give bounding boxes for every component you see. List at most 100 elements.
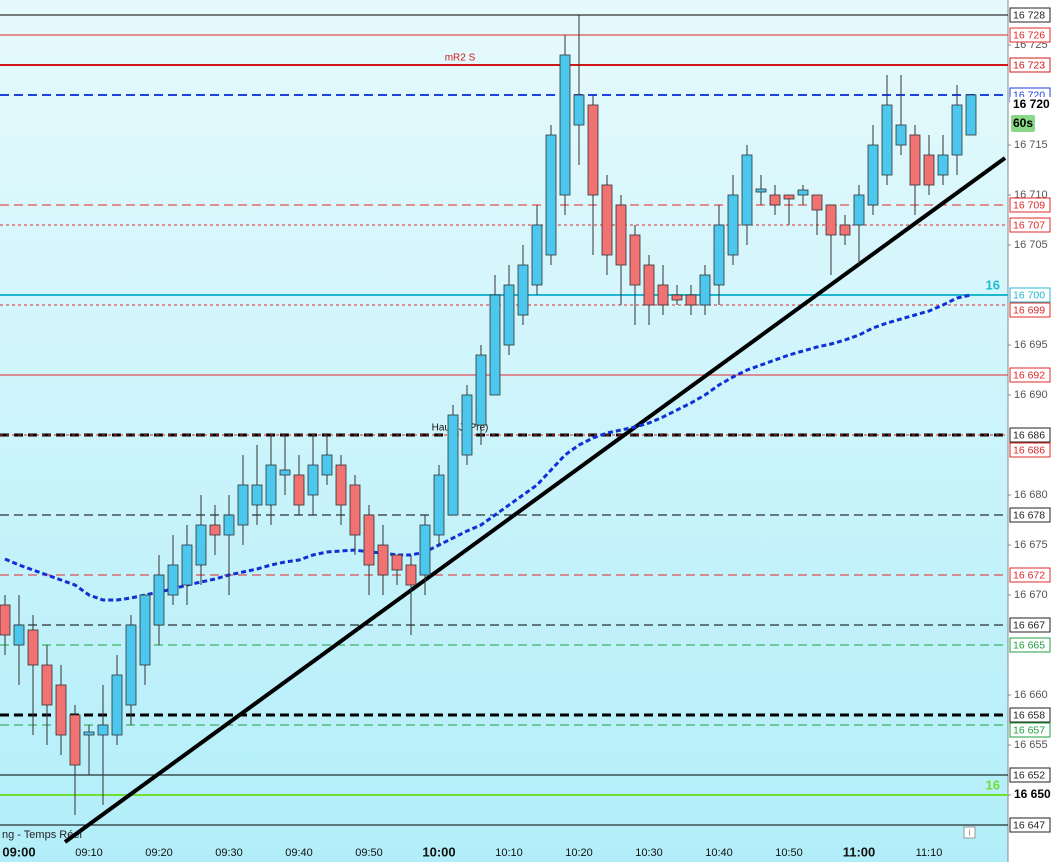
candle-body — [657, 284, 669, 306]
candle-body — [503, 284, 515, 346]
level-label-box — [1009, 707, 1051, 723]
candle-body — [307, 464, 319, 496]
level-label: 16 699 — [1013, 304, 1045, 316]
candle-body — [461, 394, 473, 456]
level-label-box — [1009, 57, 1051, 73]
level-label: 16 707 — [1013, 219, 1045, 231]
x-tick-label: 10:40 — [705, 847, 733, 859]
candle-body — [181, 544, 193, 586]
candle-body — [699, 274, 711, 306]
candle-body — [923, 154, 935, 186]
candle-body — [13, 624, 25, 646]
candle-body — [587, 104, 599, 196]
level-label-box — [1009, 197, 1051, 213]
y-tick-label: 16 650 — [1014, 787, 1051, 801]
x-tick-label: 09:50 — [355, 847, 383, 859]
candle-body — [447, 414, 459, 516]
info-icon[interactable] — [963, 826, 976, 839]
candle-body — [629, 234, 641, 286]
candle-body — [41, 664, 53, 706]
level-label: 16 686 — [1013, 444, 1045, 456]
timer: 60s — [1013, 116, 1033, 130]
y-tick-label: 16 655 — [1014, 739, 1048, 751]
x-tick-label: 10:50 — [775, 847, 803, 859]
x-tick-label: 10:10 — [495, 847, 523, 859]
level-label-box — [1009, 767, 1051, 783]
candle-body — [167, 564, 179, 596]
level-label: 16 723 — [1013, 59, 1045, 71]
level-label-box — [1009, 567, 1051, 583]
level-label: 16 709 — [1013, 199, 1045, 211]
level-label: 16 678 — [1013, 509, 1045, 521]
y-tick-label: 16 705 — [1014, 239, 1048, 251]
level-label: 16 700 — [1013, 289, 1045, 301]
candle-body — [937, 154, 949, 176]
moving-average — [4, 293, 972, 602]
level-label: 16 658 — [1013, 709, 1045, 721]
y-tick-label: 16 675 — [1014, 539, 1048, 551]
candle-body — [251, 484, 263, 506]
x-tick-label: 11:00 — [843, 844, 876, 859]
candle-body — [111, 674, 123, 736]
level-label-box — [1009, 27, 1051, 43]
level-label-box — [1009, 507, 1051, 523]
x-tick-label: 11:10 — [916, 847, 943, 859]
x-tick-label: 09:40 — [285, 847, 313, 859]
timer-box — [1011, 115, 1035, 132]
y-tick-label: 16 680 — [1014, 489, 1048, 501]
x-tick-label: 09:00 — [2, 844, 35, 859]
candle-body — [601, 184, 613, 256]
level-label-box — [1009, 817, 1051, 833]
x-tick-label: 09:10 — [75, 847, 103, 859]
x-tick-label: 10:00 — [422, 844, 455, 859]
candle-body — [811, 194, 823, 211]
x-tick-label: 10:30 — [635, 847, 663, 859]
candle-body — [951, 104, 963, 156]
level-label: 16 652 — [1013, 769, 1045, 781]
candle-body — [853, 194, 865, 226]
candle-body — [209, 524, 221, 536]
candle-body — [237, 484, 249, 526]
candle-body — [573, 94, 585, 126]
candle-body — [517, 264, 529, 316]
level-label-box — [1009, 287, 1051, 303]
candle-body — [643, 264, 655, 306]
candle-body — [363, 514, 375, 566]
candle-body — [433, 474, 445, 536]
candle-body — [727, 194, 739, 256]
candle-body — [671, 294, 683, 301]
candle-body — [293, 474, 305, 506]
level-label: 16 672 — [1013, 569, 1045, 581]
candle-body — [391, 554, 403, 571]
level-label-box — [1009, 217, 1051, 233]
level-label-box — [1009, 302, 1051, 318]
level-label-box — [1009, 617, 1051, 633]
level-label: 16 647 — [1013, 819, 1045, 831]
candle-body — [741, 154, 753, 226]
level-label-box — [1009, 367, 1051, 383]
y-tick-label: 16 660 — [1014, 689, 1048, 701]
candle-body — [405, 564, 417, 586]
candle-body — [377, 544, 389, 576]
level-label: 16 657 — [1013, 724, 1045, 736]
y-tick-label: 16 670 — [1014, 589, 1048, 601]
candle-body — [125, 624, 137, 706]
candle-body — [223, 514, 235, 536]
candle-body — [909, 134, 921, 186]
candle-body — [783, 194, 795, 200]
candle-body — [895, 124, 907, 146]
candle-body — [797, 189, 809, 196]
candle-body — [419, 524, 431, 576]
candle-body — [615, 204, 627, 266]
y-tick-label: 16 695 — [1014, 339, 1048, 351]
x-tick-label: 09:30 — [215, 847, 243, 859]
candle-body — [265, 464, 277, 506]
level-label-box — [1009, 722, 1051, 738]
candle-body — [195, 524, 207, 566]
level-label: 16 726 — [1013, 29, 1045, 41]
x-tick-label: 09:20 — [145, 847, 173, 859]
level-label: 16 686 — [1013, 429, 1045, 441]
trendline — [63, 156, 1007, 844]
plot-background — [0, 0, 1008, 862]
